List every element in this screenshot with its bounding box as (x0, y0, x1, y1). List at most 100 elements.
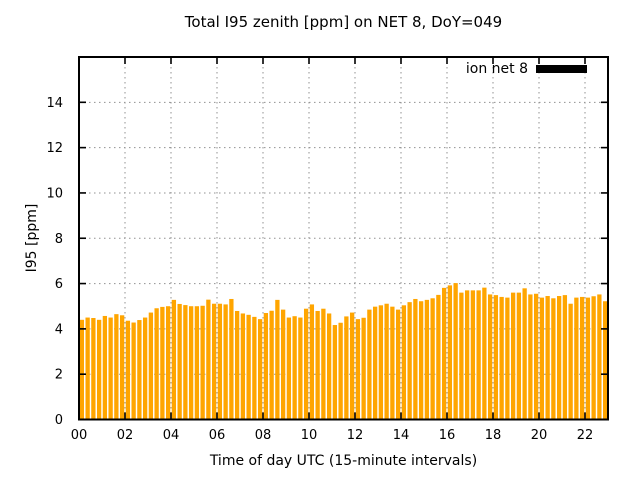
bar (361, 317, 366, 420)
bar (464, 290, 470, 420)
bar (533, 293, 539, 420)
bar (401, 305, 407, 420)
bar (194, 306, 200, 420)
x-tick-label: 08 (255, 428, 272, 443)
bar (493, 295, 499, 420)
bar (91, 318, 96, 420)
x-tick-label: 02 (117, 428, 134, 443)
chart-title: Total I95 zenith [ppm] on NET 8, DoY=049 (184, 13, 503, 31)
y-tick-label: 10 (46, 186, 63, 201)
y-tick-label: 4 (55, 322, 63, 337)
bar (551, 298, 556, 420)
bar (309, 304, 315, 420)
bar (372, 306, 378, 420)
bar (505, 297, 510, 420)
bar (424, 299, 430, 420)
bar (470, 290, 476, 420)
legend-swatch (536, 65, 587, 73)
bar (321, 308, 326, 420)
bar (395, 309, 401, 420)
bar (246, 314, 251, 420)
bar (418, 301, 424, 420)
x-tick-label: 18 (485, 428, 502, 443)
bar (298, 317, 303, 420)
bar (286, 317, 292, 420)
bar (96, 319, 102, 420)
bar (326, 313, 332, 420)
bar (125, 320, 131, 420)
bar (131, 322, 136, 420)
bar (413, 298, 418, 420)
x-tick-label: 04 (163, 428, 180, 443)
bar (85, 317, 90, 420)
bar (384, 303, 389, 420)
y-tick-label: 8 (55, 232, 63, 247)
bar (349, 312, 355, 420)
bar (338, 322, 343, 420)
bar (597, 294, 602, 420)
bar (499, 296, 504, 420)
bar (516, 292, 522, 420)
bar (602, 301, 608, 420)
x-tick-label: 10 (301, 428, 318, 443)
y-tick-label: 2 (55, 368, 63, 383)
y-tick-label: 12 (46, 141, 63, 156)
bar (579, 296, 585, 420)
bar (114, 314, 119, 420)
x-tick-label: 06 (209, 428, 226, 443)
bar (269, 310, 274, 420)
bar (137, 320, 142, 420)
x-tick-label: 12 (347, 428, 364, 443)
x-axis-label: Time of day UTC (15-minute intervals) (209, 453, 478, 469)
bar (292, 316, 297, 420)
bar (539, 297, 545, 420)
bar (229, 298, 234, 420)
bar (344, 316, 349, 420)
bar (275, 299, 280, 420)
bar (240, 313, 246, 420)
bar (234, 310, 240, 420)
bar (545, 296, 550, 420)
bar (200, 305, 205, 420)
bar (315, 310, 320, 420)
bar (183, 305, 188, 420)
bar (142, 317, 148, 420)
bar (332, 325, 338, 420)
bar (217, 303, 223, 420)
bar (223, 304, 228, 420)
bar (591, 296, 596, 420)
bar (441, 287, 447, 420)
x-tick-label: 16 (439, 428, 456, 443)
bar (280, 309, 286, 420)
bar (165, 306, 171, 420)
bar (528, 294, 533, 420)
bar (378, 305, 384, 420)
bar (487, 294, 493, 420)
bar (355, 319, 361, 420)
bar (459, 292, 464, 420)
bar (510, 292, 516, 420)
bar (154, 308, 159, 420)
bar (447, 285, 453, 420)
bar (568, 303, 573, 420)
bar (574, 297, 579, 420)
bar (556, 296, 562, 420)
bar (390, 306, 395, 420)
x-tick-label: 14 (393, 428, 410, 443)
bar (407, 302, 412, 420)
bar (430, 298, 435, 420)
bar (160, 306, 165, 420)
y-tick-label: 0 (55, 413, 63, 428)
y-tick-label: 14 (46, 96, 63, 111)
bar (102, 315, 108, 420)
bar (257, 319, 263, 420)
legend-label: ion net 8 (465, 61, 528, 77)
bar (436, 294, 441, 420)
bar (263, 313, 269, 420)
x-tick-label: 22 (577, 428, 594, 443)
bar (562, 295, 568, 420)
bar (119, 315, 125, 420)
bar (188, 306, 194, 420)
